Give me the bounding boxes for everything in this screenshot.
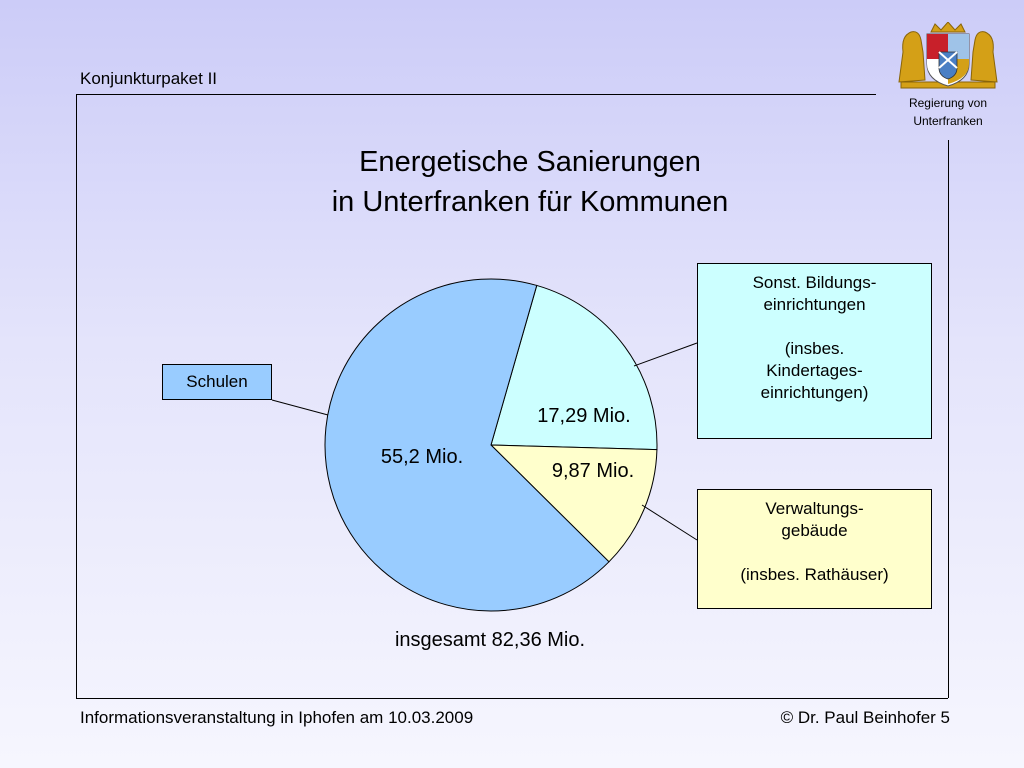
- callout-bildung-line-4: Kindertages-: [766, 361, 863, 380]
- frame-bottom-line: [76, 698, 948, 699]
- slice-label-bildung: 17,29 Mio.: [537, 405, 630, 427]
- coat-of-arms-logo: [898, 22, 998, 89]
- logo-caption-line-1: Regierung von: [908, 96, 988, 110]
- logo-caption: Regierung von Unterfranken: [880, 94, 1016, 130]
- slice-label-schulen: 55,2 Mio.: [381, 446, 463, 468]
- pie-slice-bildung: [490, 284, 658, 451]
- callout-verwaltung: Verwaltungs- gebäude (insbes. Rathäuser): [697, 489, 932, 609]
- header-title: Konjunkturpaket II: [80, 69, 218, 88]
- frame-left-line: [76, 94, 77, 698]
- chart-title-line-2: in Unterfranken für Kommunen: [331, 186, 729, 218]
- footer-right: © Dr. Paul Beinhofer 5: [780, 708, 950, 727]
- total-label: insgesamt 82,36 Mio.: [395, 629, 585, 651]
- frame-right-line: [948, 140, 949, 698]
- footer-left: Informationsveranstaltung in Iphofen am …: [80, 708, 474, 727]
- leader-line-verwaltung: [641, 504, 698, 541]
- callout-bildung-line-1: Sonst. Bildungs-: [752, 273, 877, 292]
- chart-title: Energetische Sanierungen in Unterfranken…: [220, 142, 840, 222]
- callout-verwaltung-line-2: gebäude: [781, 521, 848, 540]
- leader-line-schulen: [271, 399, 329, 416]
- frame-top-line: [76, 94, 876, 95]
- callout-verwaltung-line-3: (insbes. Rathäuser): [740, 565, 889, 584]
- leader-line-bildung: [633, 342, 698, 367]
- callout-bildung-line-2: einrichtungen: [763, 295, 866, 314]
- pie-slice-verwaltung: [489, 444, 658, 563]
- callout-bildung: Sonst. Bildungs- einrichtungen (insbes. …: [697, 263, 932, 439]
- callout-bildung-line-3: (insbes.: [784, 339, 845, 358]
- callout-schulen: Schulen: [162, 364, 272, 400]
- pie-slice-schulen: [324, 278, 610, 612]
- callout-bildung-line-5: einrichtungen): [760, 383, 869, 402]
- slice-label-verwaltung: 9,87 Mio.: [552, 460, 634, 482]
- logo-caption-line-2: Unterfranken: [913, 114, 983, 128]
- chart-title-line-1: Energetische Sanierungen: [359, 146, 701, 178]
- callout-verwaltung-line-1: Verwaltungs-: [765, 499, 864, 518]
